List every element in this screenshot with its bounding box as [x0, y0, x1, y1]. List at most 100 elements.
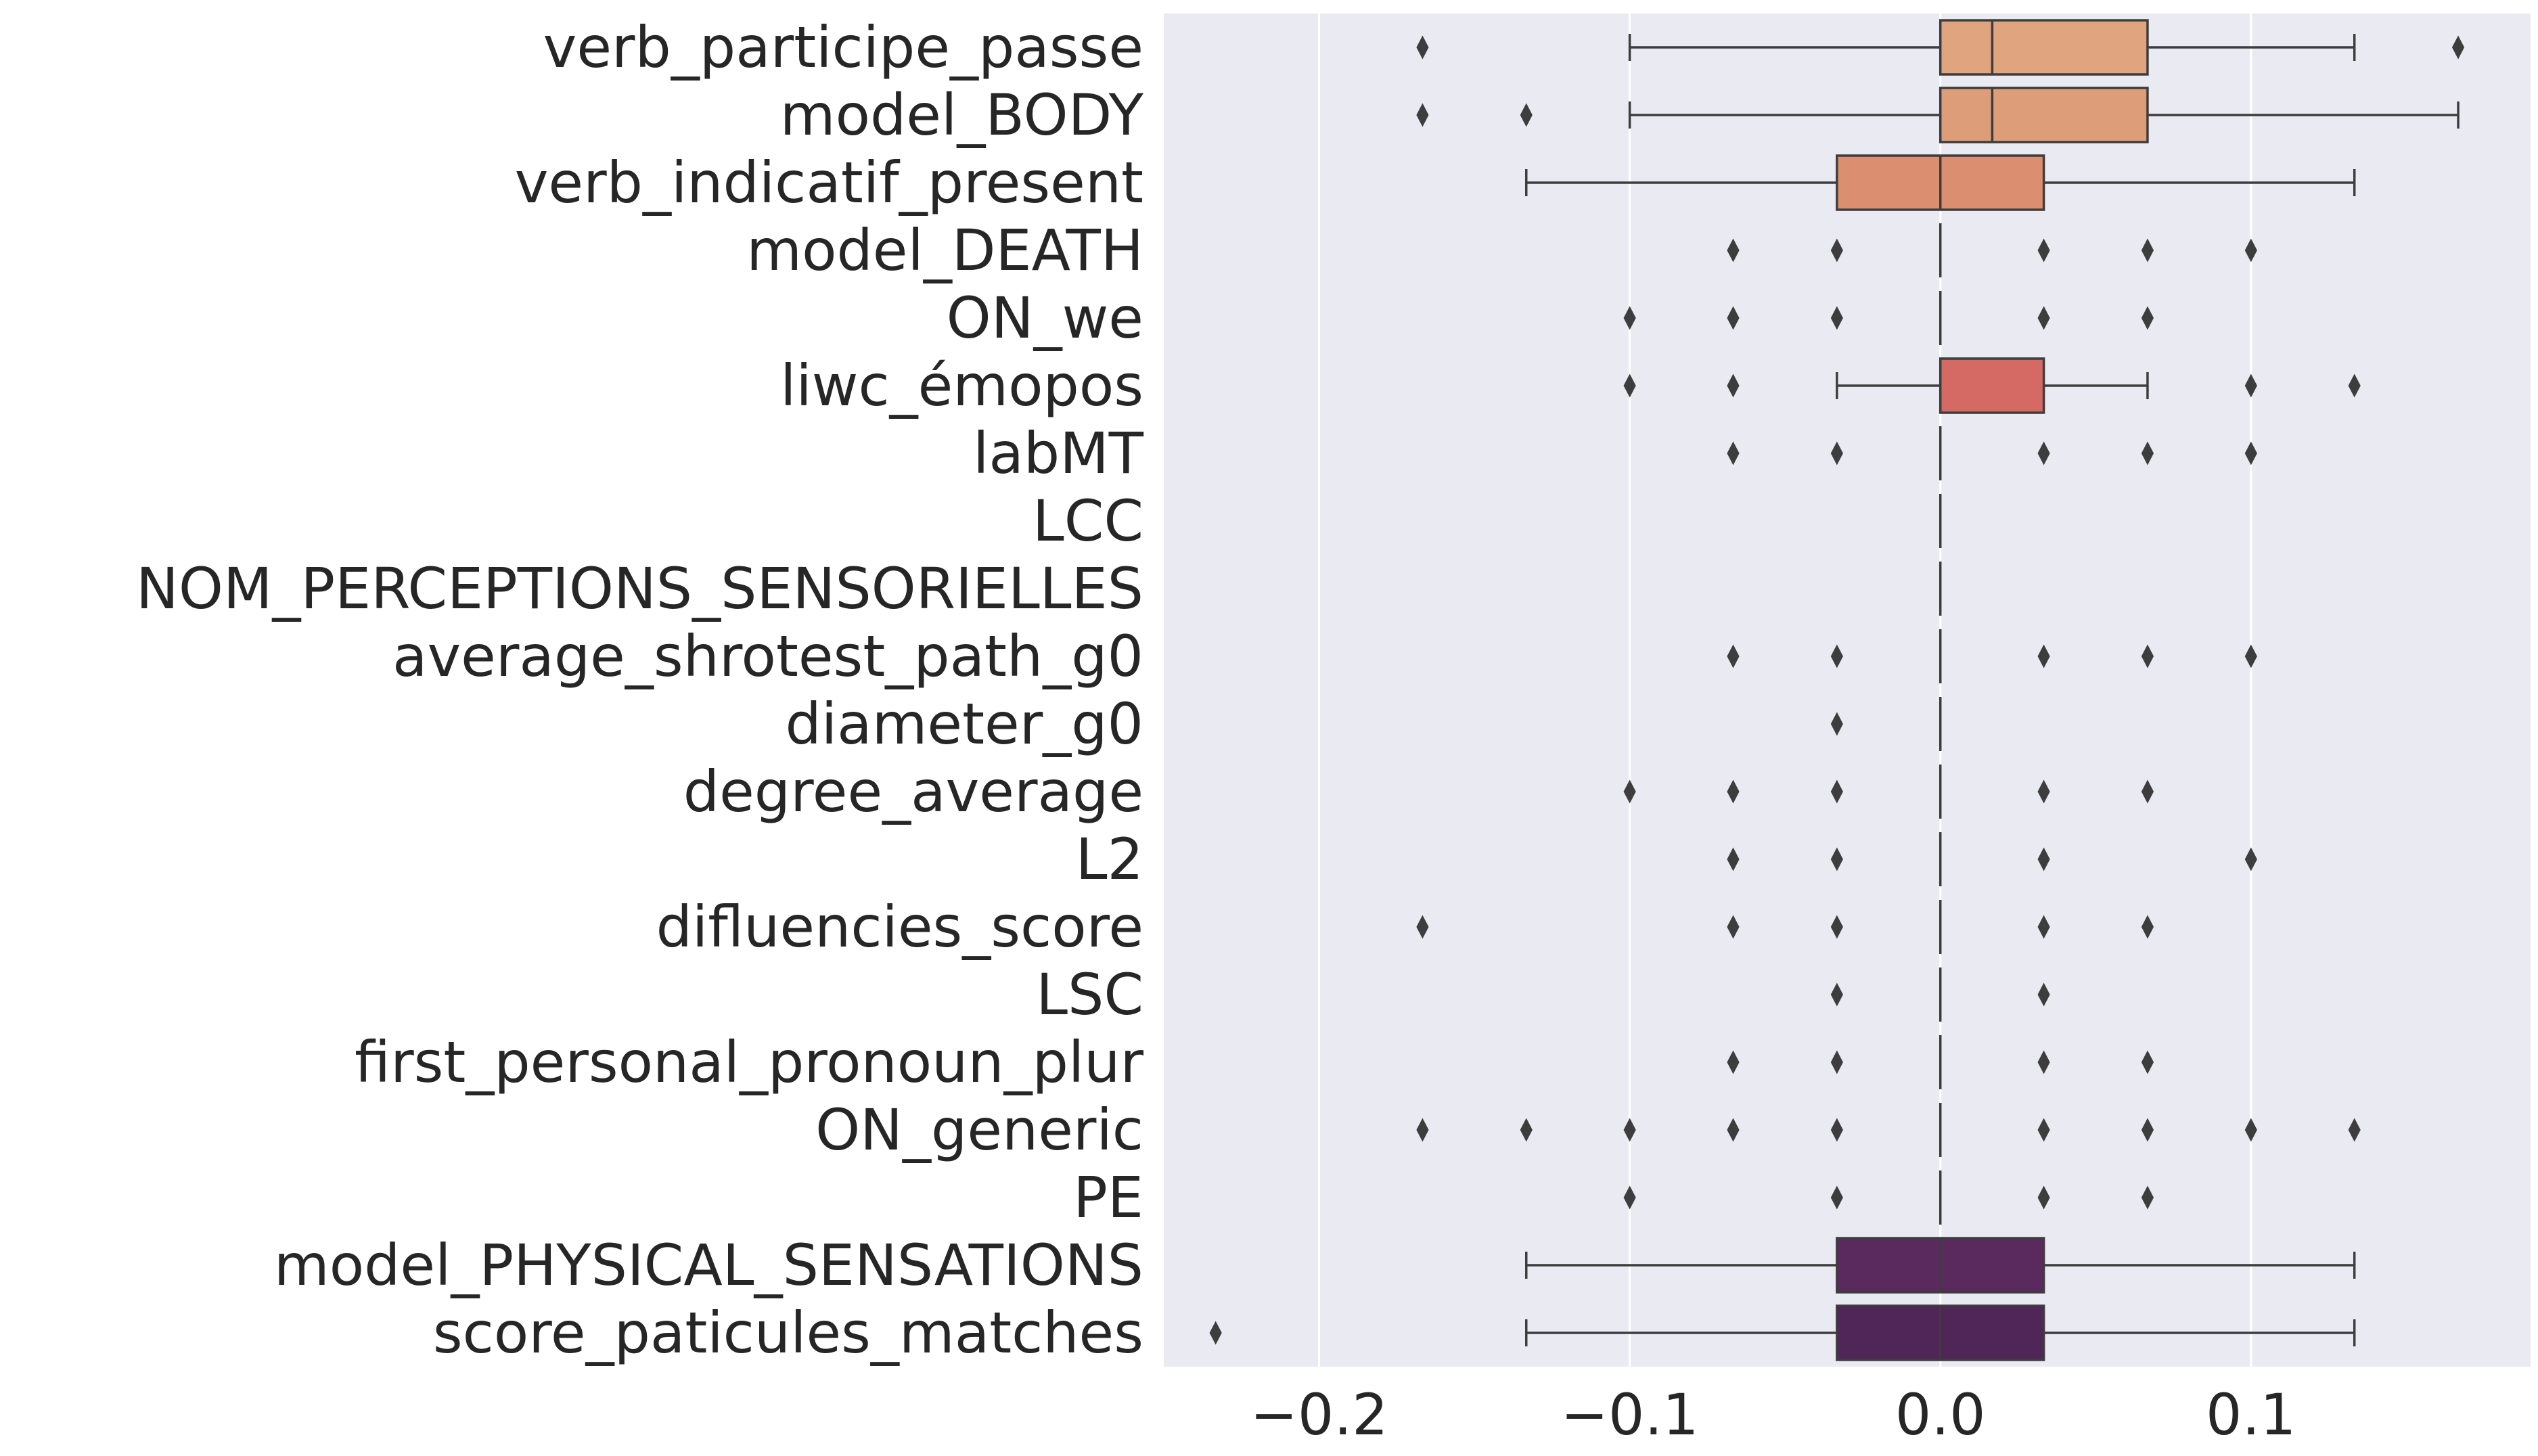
outlier-point: [2244, 373, 2257, 398]
outlier-point: [2141, 779, 2154, 804]
category-label: verb_participe_passe: [543, 14, 1143, 81]
outlier-point: [2037, 1185, 2050, 1210]
outlier-point: [1727, 1050, 1740, 1074]
outlier-point: [1727, 915, 1740, 939]
outlier-point: [1830, 712, 1843, 736]
outlier-point: [2037, 779, 2050, 804]
outlier-point: [1727, 644, 1740, 668]
outlier-point: [1623, 1118, 1636, 1142]
outlier-point: [2451, 35, 2465, 60]
outlier-point: [1727, 306, 1740, 330]
box-group: [1727, 1035, 2154, 1089]
outlier-point: [2037, 982, 2050, 1007]
box-group: [1727, 426, 2257, 480]
outlier-point: [2037, 238, 2050, 263]
category-label: first_personal_pronoun_plur: [355, 1029, 1143, 1095]
x-tick-label: −0.1: [1561, 1382, 1699, 1448]
box-group: [1525, 1237, 2356, 1294]
category-label: L2: [1076, 826, 1143, 892]
category-label: NOM_PERCEPTIONS_SENSORIELLES: [136, 555, 1143, 622]
outlier-point: [2141, 1050, 2154, 1074]
outlier-point: [2244, 441, 2257, 465]
category-label: ON_we: [947, 285, 1143, 351]
outlier-point: [1830, 982, 1843, 1007]
outlier-point: [2141, 238, 2154, 263]
category-label: liwc_émopos: [780, 352, 1143, 419]
box-group: [1209, 1304, 2356, 1361]
iqr-box: [1939, 357, 2045, 414]
category-label: PE: [1073, 1164, 1143, 1231]
outlier-point: [2348, 373, 2361, 398]
category-label: ON_generic: [815, 1097, 1143, 1163]
outlier-point: [1830, 779, 1843, 804]
outlier-point: [1623, 779, 1636, 804]
category-label: difluencies_score: [656, 894, 1143, 960]
category-label: model_BODY: [780, 82, 1144, 148]
plot-area-background: [1164, 14, 2531, 1367]
outlier-point: [2244, 847, 2257, 871]
outlier-point: [1209, 1321, 1222, 1345]
outlier-point: [2141, 441, 2154, 465]
box-group: [1830, 697, 1942, 751]
box-group: [1623, 291, 2154, 345]
outlier-point: [2037, 915, 2050, 939]
outlier-point: [2244, 644, 2257, 668]
category-label: model_PHYSICAL_SENSATIONS: [274, 1232, 1143, 1298]
outlier-point: [1520, 1118, 1533, 1142]
outlier-point: [1727, 1118, 1740, 1142]
box-group: [1416, 87, 2460, 143]
outlier-point: [2037, 441, 2050, 465]
x-tick-label: −0.2: [1250, 1382, 1388, 1448]
box-group: [1525, 154, 2356, 211]
box-group: [1416, 19, 2465, 76]
box-group: [1830, 968, 2050, 1022]
category-label: labMT: [973, 420, 1144, 486]
outlier-point: [1727, 373, 1740, 398]
box-group: [1727, 223, 2257, 277]
boxes: [1209, 19, 2465, 1361]
outlier-point: [1830, 847, 1843, 871]
outlier-point: [1830, 915, 1843, 939]
x-axis-ticks: −0.2 −0.1 0.0 0.1: [1250, 1382, 2296, 1448]
category-label: LCC: [1033, 488, 1143, 554]
outlier-point: [2037, 847, 2050, 871]
category-labels: verb_participe_passemodel_BODYverb_indic…: [136, 14, 1144, 1366]
box-group: [1623, 765, 2154, 819]
outlier-point: [2348, 1118, 2361, 1142]
box-group: [1623, 357, 2361, 414]
outlier-point: [1623, 1185, 1636, 1210]
outlier-point: [1416, 103, 1429, 127]
outlier-point: [1727, 238, 1740, 263]
outlier-point: [2037, 1050, 2050, 1074]
outlier-point: [1623, 306, 1636, 330]
box-group: [1727, 832, 2257, 886]
box-group: [1416, 900, 2154, 954]
box-group: [1727, 629, 2257, 683]
outlier-point: [2037, 644, 2050, 668]
outlier-point: [1830, 644, 1843, 668]
outlier-point: [1830, 1050, 1843, 1074]
category-label: verb_indicatif_present: [515, 150, 1143, 216]
category-label: average_shrotest_path_g0: [392, 623, 1143, 689]
outlier-point: [1416, 915, 1429, 939]
category-label: model_DEATH: [746, 217, 1143, 283]
outlier-point: [1416, 35, 1429, 60]
outlier-point: [2244, 1118, 2257, 1142]
category-label: LSC: [1036, 961, 1143, 1028]
box-group: [1623, 1170, 2154, 1225]
category-label: score_paticules_matches: [433, 1300, 1143, 1366]
category-label: diameter_g0: [785, 691, 1143, 757]
outlier-point: [1830, 306, 1843, 330]
outlier-point: [2141, 644, 2154, 668]
iqr-box: [1939, 87, 2149, 143]
outlier-point: [2141, 306, 2154, 330]
outlier-point: [1416, 1118, 1429, 1142]
box-group: [1416, 1103, 2361, 1157]
iqr-box: [1939, 19, 2149, 76]
category-label: degree_average: [683, 758, 1143, 825]
outlier-point: [2037, 1118, 2050, 1142]
outlier-point: [2141, 915, 2154, 939]
outlier-point: [1830, 441, 1843, 465]
outlier-point: [1830, 1185, 1843, 1210]
